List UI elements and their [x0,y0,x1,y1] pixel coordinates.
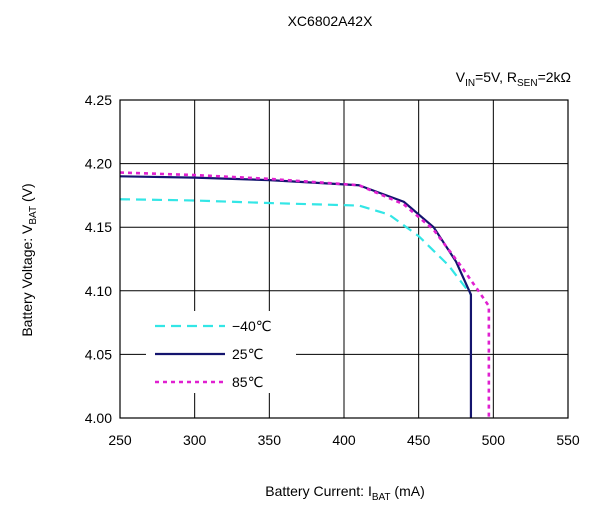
y-tick-label: 4.15 [85,219,112,235]
plot-frame [119,99,569,419]
y-tick-label: 4.25 [85,92,112,108]
chart-title: XC6802A42X [288,13,374,29]
series-layer [119,171,491,418]
x-tick-label: 450 [407,432,431,448]
y-axis-label: Battery Voltage: VBAT (V) [19,183,39,336]
x-tick-label: 500 [482,432,506,448]
legend-label-2: 85℃ [232,374,263,390]
x-tick-label: 350 [258,432,282,448]
legend-background [146,311,296,393]
legend: −40℃ 25℃ 85℃ [146,311,296,393]
series-line-0 [119,198,472,296]
y-tick-label: 4.10 [85,283,112,299]
x-tick-label: 550 [556,432,580,448]
x-tick-label: 300 [183,432,207,448]
x-tick-label: 250 [108,432,132,448]
y-tick-label: 4.05 [85,346,112,362]
series-line-2 [119,171,491,418]
series-line-1 [119,175,473,418]
legend-label-1: 25℃ [232,346,263,362]
legend-label-0: −40℃ [232,318,271,334]
x-axis-label: Battery Current: IBAT (mA) [265,483,425,503]
condition-label: VIN=5V, RSEN=2kΩ [456,69,571,89]
x-tick-label: 400 [332,432,356,448]
axis-ticks: 250 300 350 400 450 500 550 4.00 4.05 4.10 4.15 4.2… [85,92,580,448]
y-tick-label: 4.20 [85,156,112,172]
y-tick-label: 4.00 [85,410,112,426]
